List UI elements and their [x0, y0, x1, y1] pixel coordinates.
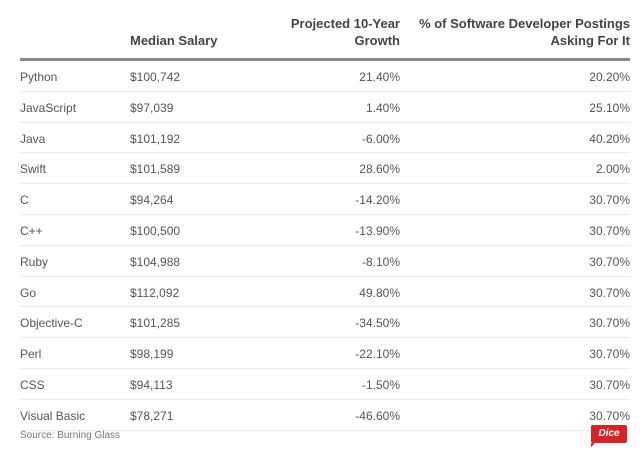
salary-cell: $101,192	[130, 131, 181, 146]
header-salary-label: Median Salary	[130, 33, 218, 48]
table-header: Median Salary Projected 10-Year Growth %…	[20, 0, 630, 61]
table-row: CSS $94,113 -1.50% 30.70%	[20, 369, 630, 400]
postings-cell: 40.20%	[589, 131, 630, 146]
language-cell: Objective-C	[20, 316, 83, 331]
table-row: C++ $100,500 -13.90% 30.70%	[20, 215, 630, 246]
postings-cell: 30.70%	[589, 347, 630, 362]
header-projected-growth: Projected 10-Year Growth	[291, 15, 400, 49]
postings-cell: 20.20%	[589, 70, 630, 84]
growth-cell: -6.00%	[361, 131, 400, 146]
salary-cell: $78,271	[130, 408, 174, 423]
table-row: Swift $101,589 28.60% 2.00%	[20, 153, 630, 185]
language-cell: C++	[20, 223, 43, 238]
header-median-salary: Median Salary	[130, 32, 217, 49]
growth-cell: -1.50%	[361, 377, 400, 392]
language-cell: C	[20, 193, 29, 208]
header-postings: % of Software Developer Postings Asking …	[419, 15, 630, 49]
growth-cell: -14.20%	[355, 193, 400, 208]
table-row: Perl $98,199 -22.10% 30.70%	[20, 338, 630, 369]
dice-logo: Dice	[591, 425, 627, 447]
salary-cell: $100,742	[130, 70, 181, 84]
table-row: Visual Basic $78,271 -46.60% 30.70%	[20, 400, 630, 431]
table-row: C $94,264 -14.20% 30.70%	[20, 184, 630, 215]
salary-cell: $104,988	[130, 254, 181, 269]
growth-cell: -34.50%	[355, 316, 400, 331]
growth-cell: 21.40%	[359, 70, 400, 84]
growth-cell: -46.60%	[355, 408, 400, 423]
postings-cell: 30.70%	[589, 193, 630, 208]
table-row: Objective-C $101,285 -34.50% 30.70%	[20, 307, 630, 339]
growth-cell: -8.10%	[361, 254, 400, 269]
salary-cell: $112,092	[130, 285, 180, 300]
language-cell: Python	[20, 70, 58, 84]
growth-cell: 49.80%	[359, 285, 400, 300]
salary-cell: $101,589	[130, 162, 181, 177]
growth-cell: -13.90%	[355, 223, 400, 238]
growth-cell: 28.60%	[359, 162, 400, 177]
salary-cell: $100,500	[130, 223, 181, 238]
language-cell: CSS	[20, 377, 45, 392]
postings-cell: 30.70%	[589, 316, 630, 331]
postings-cell: 30.70%	[589, 223, 630, 238]
table-row: Ruby $104,988 -8.10% 30.70%	[20, 246, 630, 277]
language-cell: JavaScript	[20, 100, 77, 115]
salary-cell: $94,113	[130, 377, 173, 392]
postings-cell: 30.70%	[589, 285, 630, 300]
header-postings-line1: % of Software Developer Postings	[419, 16, 630, 31]
language-cell: Perl	[20, 347, 42, 362]
salary-cell: $98,199	[130, 347, 174, 362]
table-row: Python $100,742 21.40% 20.20%	[20, 61, 630, 92]
language-cell: Ruby	[20, 254, 49, 269]
postings-cell: 2.00%	[595, 162, 630, 177]
language-cell: Go	[20, 285, 37, 300]
table-row: Java $101,192 -6.00% 40.20%	[20, 123, 630, 154]
header-postings-line2: Asking For It	[550, 33, 630, 48]
growth-cell: 1.40%	[365, 100, 400, 115]
language-cell: Java	[20, 131, 46, 146]
header-growth-line2: Growth	[354, 33, 401, 48]
language-cell: Visual Basic	[20, 408, 86, 423]
postings-cell: 30.70%	[589, 408, 630, 423]
table-body: Python $100,742 21.40% 20.20% JavaScript $97,…	[20, 61, 630, 431]
salary-cell: $101,285	[130, 316, 181, 331]
postings-cell: 30.70%	[589, 377, 630, 392]
postings-cell: 25.10%	[589, 100, 630, 115]
postings-cell: 30.70%	[589, 254, 630, 269]
salary-table: Median Salary Projected 10-Year Growth %…	[20, 0, 630, 431]
growth-cell: -22.10%	[355, 347, 400, 362]
table-row: JavaScript $97,039 1.40% 25.10%	[20, 92, 630, 123]
language-cell: Swift	[20, 162, 47, 177]
table-row: Go $112,092 49.80% 30.70%	[20, 277, 630, 308]
source-note: Source: Burning Glass	[20, 430, 121, 441]
header-growth-line1: Projected 10-Year	[290, 16, 400, 31]
salary-cell: $97,039	[130, 100, 174, 115]
salary-cell: $94,264	[130, 193, 174, 208]
